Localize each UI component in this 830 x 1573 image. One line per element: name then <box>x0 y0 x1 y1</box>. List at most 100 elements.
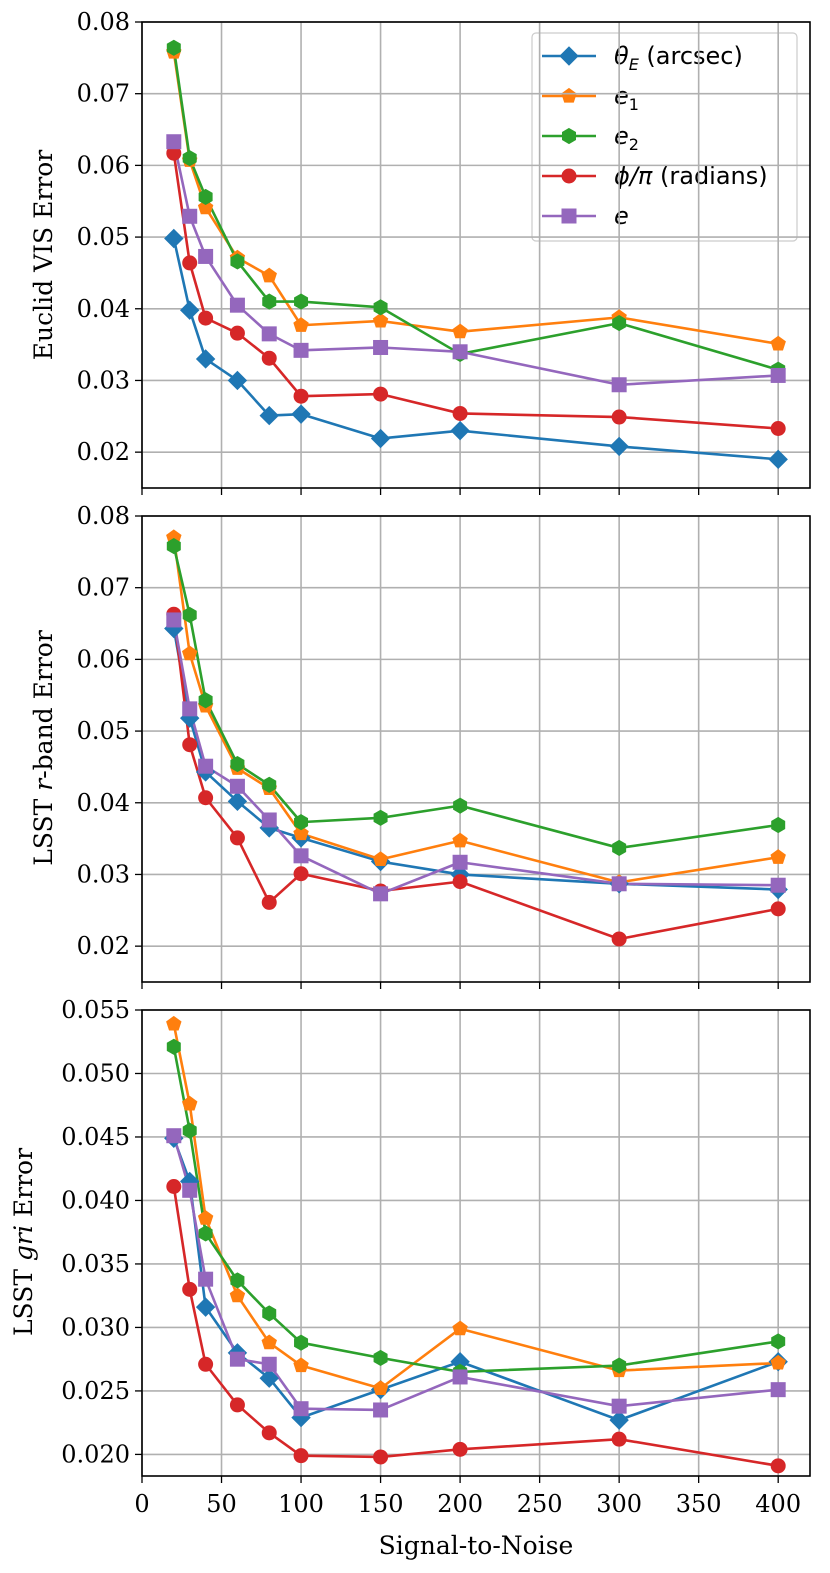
panel-1-phi-point <box>452 405 468 421</box>
panel-3-e1-point <box>181 1095 198 1111</box>
legend-marker-e2 <box>562 127 576 145</box>
panel-3-e-point <box>770 1382 786 1398</box>
panel-2-ytick-label: 0.05 <box>77 717 130 745</box>
panel-1-phi-point <box>182 255 198 271</box>
panel-1-ytick-label: 0.03 <box>77 366 130 394</box>
panel-1-e-point <box>261 326 277 342</box>
panel-3-ytick-label: 0.040 <box>61 1186 130 1214</box>
legend-frame <box>531 32 798 242</box>
panel-3-e2-point <box>166 1038 181 1055</box>
panel-2-e-point <box>452 854 468 870</box>
panel-1-e1-point <box>261 267 277 283</box>
panel-2-e-point <box>261 812 277 828</box>
panel-3-ylabel: LSST gri Error <box>9 1148 38 1336</box>
panel-2-e2-point <box>453 797 468 814</box>
panel-1-ytick-label: 0.02 <box>77 438 130 466</box>
panel-1: 0.02 0.03 0.04 0.05 0.06 0.07 0.08 <box>77 8 811 495</box>
panel-2-e2-point <box>294 814 309 831</box>
panel-2-series-theta-e-line <box>172 628 779 891</box>
panel-2-e2-point <box>771 816 786 834</box>
panel-1-e2-point <box>612 315 627 332</box>
panel-3-e1-point <box>261 1334 277 1350</box>
panel-1-e1-point <box>293 317 309 332</box>
panel-2-e-point <box>373 886 389 902</box>
panel-1-e-point <box>182 208 198 224</box>
panel-1-phi-point <box>293 388 309 404</box>
panel-2-e-point <box>770 877 786 893</box>
panel-1-phi-point <box>198 310 214 326</box>
panel-2-ylabel: LSST r-band Error <box>29 630 58 866</box>
panel-3-ytick-label: 0.045 <box>61 1123 130 1151</box>
panel-1-series-e2-line <box>172 47 779 371</box>
panel-3-ytick-label: 0.055 <box>61 996 130 1024</box>
panel-2-series-phi-line <box>172 614 779 941</box>
panel-3-e1-point <box>770 1354 786 1370</box>
panel-1-series-e-line <box>172 141 779 387</box>
panel-2-theta-e-point <box>227 791 248 812</box>
panel-1-e-point <box>293 342 309 358</box>
legend-label-e1: e1 <box>614 82 639 114</box>
panel-1-theta-e-point <box>609 436 629 457</box>
panel-1-phi-point <box>261 350 277 366</box>
panel-2-e-point <box>611 876 627 892</box>
panel-1-e2-point <box>198 188 213 206</box>
legend-marker-phi <box>561 168 577 184</box>
panel-3-e1-point <box>372 1380 389 1395</box>
panel-3-e-point <box>373 1402 389 1418</box>
panel-1-theta-e-point <box>259 405 279 426</box>
panel-1-frame <box>141 21 811 489</box>
panel-3-e-point <box>611 1398 627 1414</box>
panel-1-theta-e-point <box>768 449 788 470</box>
x-tick-label: 0 <box>134 1490 149 1518</box>
panel-3-theta-e-point <box>195 1297 216 1317</box>
panel-1-phi-point <box>770 420 786 436</box>
panel-1-ytick-label: 0.08 <box>77 8 130 36</box>
panel-3-e2-point <box>230 1272 245 1289</box>
panel-3-theta-e-point <box>609 1410 629 1430</box>
panel-2-phi-point <box>229 830 245 846</box>
panel-2-e1-point <box>452 832 468 848</box>
panel-3-e-point <box>166 1128 182 1144</box>
panel-2-e2-point <box>230 755 245 773</box>
panel-2-e1-point <box>770 849 786 864</box>
panel-3-e2-point <box>198 1225 213 1242</box>
panel-3-e2-point <box>262 1305 277 1322</box>
panel-3-phi-point <box>373 1449 389 1465</box>
legend: θE (arcsec) e1 e2 ϕ/π (radians) e <box>531 32 798 242</box>
panel-3-series-phi-line <box>172 1186 779 1468</box>
panel-2-phi-point <box>611 931 627 947</box>
panel-2-ytick-label: 0.08 <box>77 502 130 530</box>
panel-3-e2-point <box>373 1349 388 1366</box>
panel-3-e1-point <box>293 1357 309 1373</box>
panel-2-phi-point <box>261 894 277 910</box>
panel-3-e-point <box>198 1271 214 1287</box>
x-tick-label: 400 <box>755 1490 801 1518</box>
panel-1-e-point <box>229 297 245 313</box>
panel-3-ytick-label: 0.020 <box>61 1440 130 1468</box>
panel-1-e2-point <box>166 39 181 56</box>
panel-3-e2-point <box>182 1122 197 1139</box>
panel-3-e1-point <box>197 1210 214 1225</box>
panel-2-e-point <box>293 848 309 864</box>
panel-3-e-point <box>452 1369 468 1385</box>
legend-marker-theta-e <box>559 46 579 66</box>
panel-3-phi-point <box>182 1281 198 1297</box>
panel-2-phi-point <box>182 737 198 753</box>
legend-label-e2: e2 <box>614 122 639 154</box>
panel-3-e1-point <box>166 1015 182 1031</box>
panel-3-series-e2-line <box>172 1046 779 1374</box>
panel-2-e-point <box>166 612 182 628</box>
panel-2-e-point <box>229 778 245 794</box>
panel-1-e-point <box>198 248 214 264</box>
panel-2-ytick-label: 0.03 <box>77 860 130 888</box>
panel-3-phi-point <box>229 1397 245 1413</box>
panel-3-e-point <box>182 1182 198 1198</box>
panel-3-phi-point <box>261 1425 277 1441</box>
legend-label-phi: ϕ/π (radians) <box>614 162 768 190</box>
x-tick-label: 350 <box>676 1490 722 1518</box>
panel-1-theta-e-point <box>180 300 200 320</box>
panel-2-e1-point <box>293 825 309 841</box>
panel-1-e2-point <box>182 150 197 167</box>
panel-1-e1-point <box>197 199 214 215</box>
